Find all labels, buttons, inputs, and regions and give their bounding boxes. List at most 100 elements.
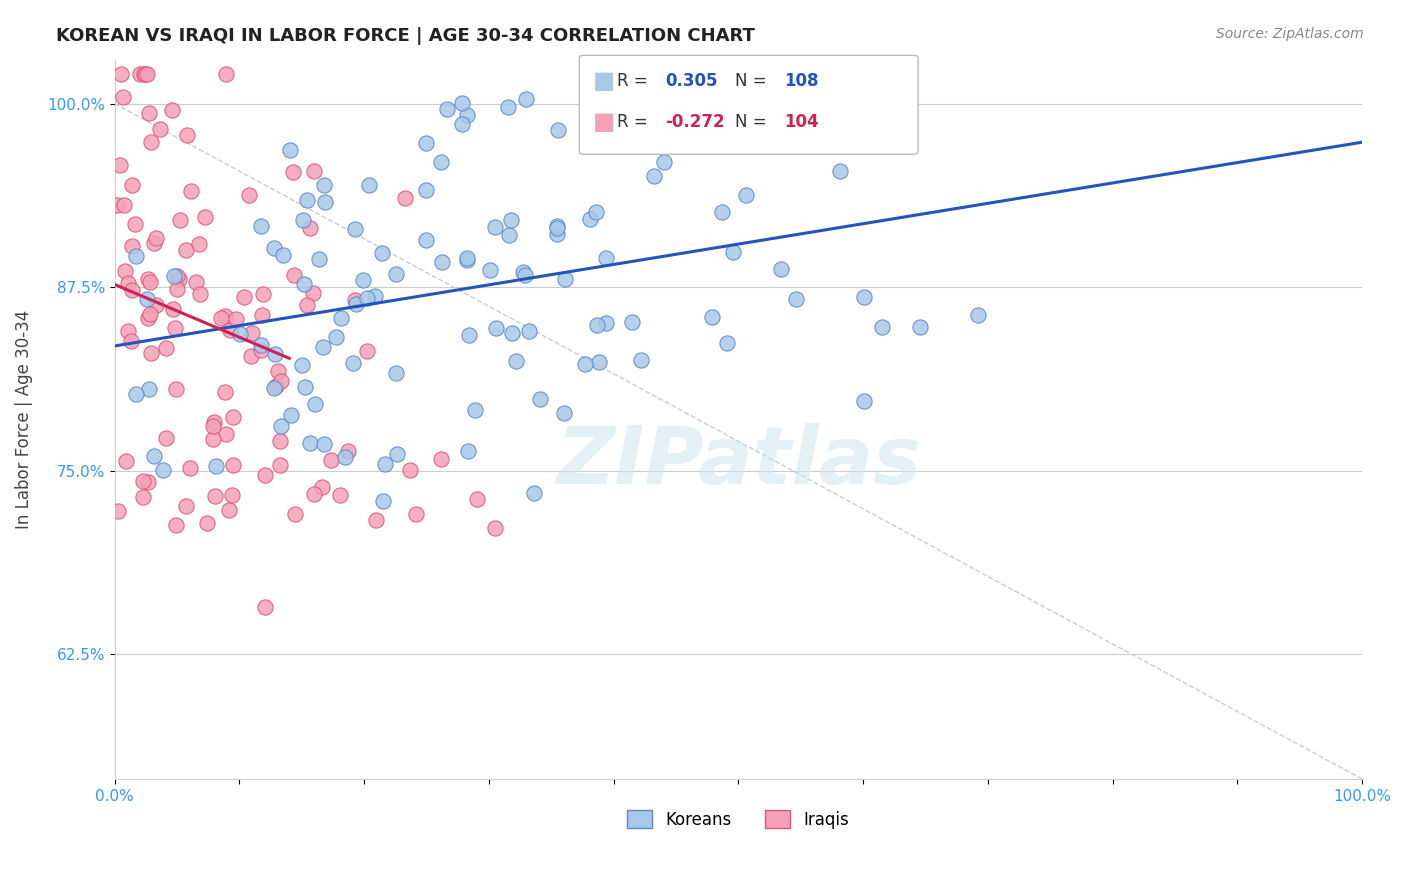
Point (643, 169, 665, 183)
Point (585, 205, 607, 219)
Point (219, 323, 242, 337)
Point (295, 298, 318, 312)
Point (218, 502, 240, 516)
Point (312, 437, 335, 451)
Point (229, 327, 252, 342)
Point (337, 444, 360, 458)
Y-axis label: In Labor Force | Age 30-34: In Labor Force | Age 30-34 (15, 310, 32, 529)
Point (716, 336, 738, 351)
Point (330, 311, 353, 326)
Point (371, 245, 394, 260)
Point (512, 265, 534, 279)
Point (202, 415, 225, 429)
Point (828, 164, 851, 178)
Point (588, 355, 610, 369)
Point (529, 392, 551, 406)
Point (308, 252, 330, 266)
Point (176, 128, 198, 142)
Point (299, 436, 322, 450)
Point (174, 499, 197, 513)
Point (139, 135, 162, 149)
Point (110, 67, 132, 81)
Point (250, 219, 273, 233)
Point (321, 452, 343, 467)
Point (304, 163, 326, 178)
Point (120, 334, 142, 348)
Point (155, 431, 177, 445)
Point (166, 282, 188, 296)
Point (700, 310, 723, 324)
Point (174, 243, 197, 257)
Point (143, 449, 166, 463)
Point (498, 227, 520, 242)
Point (595, 251, 617, 265)
Point (280, 409, 302, 423)
Point (240, 326, 263, 340)
Point (621, 315, 644, 329)
Point (188, 287, 211, 301)
Text: R =: R = (617, 113, 648, 131)
Point (269, 434, 291, 449)
Text: R =: R = (617, 72, 648, 90)
Point (204, 489, 226, 503)
Point (485, 321, 508, 335)
Point (112, 198, 135, 212)
Point (250, 308, 273, 322)
Point (166, 268, 188, 283)
Point (515, 93, 537, 107)
Point (430, 452, 453, 467)
Point (264, 379, 287, 393)
Point (314, 178, 336, 193)
Point (785, 293, 807, 307)
Point (284, 507, 307, 521)
Point (264, 347, 287, 361)
Point (654, 154, 676, 169)
Text: N =: N = (735, 72, 766, 90)
Point (238, 187, 260, 202)
Point (464, 403, 486, 417)
Point (415, 233, 437, 247)
Point (415, 136, 437, 150)
Point (302, 487, 325, 501)
Point (523, 485, 546, 500)
Point (125, 249, 148, 263)
Point (180, 184, 202, 198)
Point (465, 491, 488, 506)
Point (546, 227, 568, 241)
Point (908, 320, 931, 334)
Point (165, 382, 187, 396)
Point (546, 221, 568, 235)
Point (451, 95, 474, 110)
Point (519, 324, 541, 338)
Point (501, 212, 523, 227)
Text: KOREAN VS IRAQI IN LABOR FORCE | AGE 30-34 CORRELATION CHART: KOREAN VS IRAQI IN LABOR FORCE | AGE 30-… (56, 27, 755, 45)
Point (135, 67, 157, 81)
Point (883, 92, 905, 106)
Point (225, 312, 247, 326)
Point (756, 67, 779, 81)
Point (769, 261, 792, 276)
Point (214, 309, 236, 323)
Point (385, 366, 408, 380)
Point (547, 123, 569, 137)
Legend: Koreans, Iraqis: Koreans, Iraqis (620, 804, 856, 835)
Point (145, 231, 167, 245)
Point (188, 237, 211, 252)
Point (138, 106, 160, 120)
Text: 104: 104 (785, 113, 820, 131)
Point (860, 71, 883, 86)
Point (374, 457, 396, 471)
Point (254, 467, 277, 482)
Point (314, 194, 336, 209)
Point (129, 67, 152, 81)
Point (222, 409, 245, 424)
Point (269, 458, 291, 472)
Point (115, 454, 138, 468)
Point (853, 290, 876, 304)
Point (165, 321, 187, 335)
Point (515, 268, 537, 282)
Point (710, 205, 733, 219)
Point (204, 459, 226, 474)
Point (125, 386, 148, 401)
Point (344, 297, 367, 311)
